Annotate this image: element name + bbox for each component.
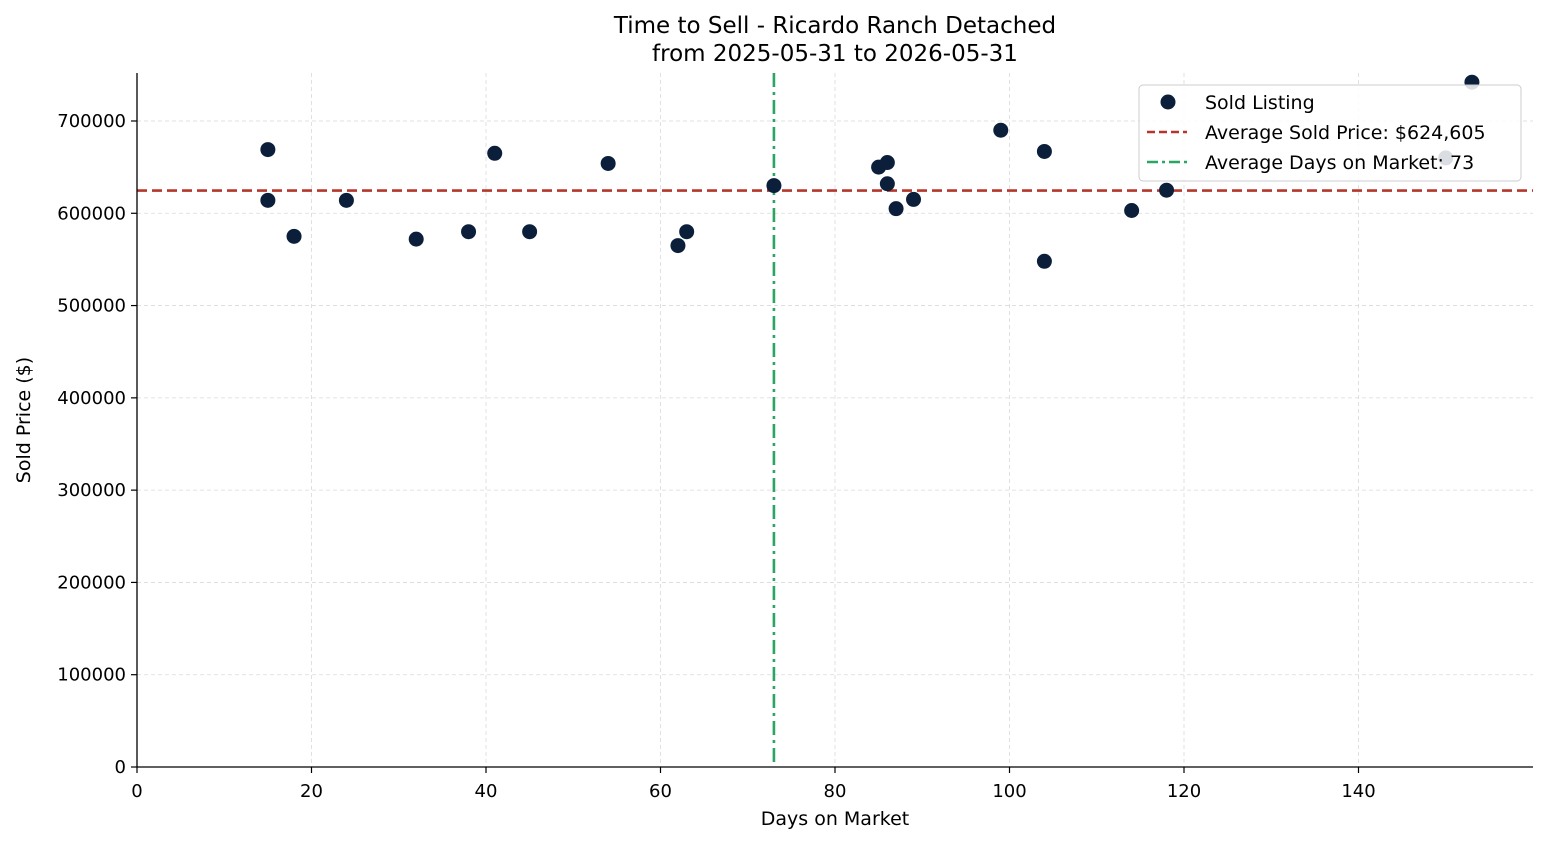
y-tick-label: 0: [115, 757, 126, 778]
legend-label-sold-listing: Sold Listing: [1205, 92, 1315, 114]
legend: Sold Listing Average Sold Price: $624,605…: [1138, 84, 1522, 182]
data-point: [1159, 182, 1175, 198]
data-point: [679, 224, 695, 240]
data-point: [1036, 143, 1052, 159]
data-point: [338, 192, 354, 208]
x-tick-label: 100: [992, 781, 1026, 802]
data-point: [461, 224, 477, 240]
legend-label-reference: Average Sold Price: $624,605: [1205, 122, 1486, 144]
data-point: [906, 191, 922, 207]
legend-marker-sold-listing: [1160, 94, 1176, 110]
tick-labels: 0 20 40 60 80 100 120 140 0 100000 200000 300000 400…: [57, 111, 1375, 802]
axes: [131, 73, 1533, 773]
x-axis-label: Days on Market: [761, 808, 909, 830]
data-point: [1124, 203, 1140, 219]
y-tick-label: 100000: [57, 665, 126, 686]
data-point: [260, 142, 276, 158]
data-point: [522, 224, 538, 240]
legend-label-reference: Average Days on Market: 73: [1205, 152, 1474, 174]
data-point: [670, 238, 686, 254]
data-point: [286, 228, 302, 244]
chart-subtitle: from 2025-05-31 to 2026-05-31: [652, 41, 1018, 67]
grid-layer: [137, 73, 1533, 767]
data-point: [1036, 253, 1052, 269]
x-tick-label: 60: [649, 781, 672, 802]
y-tick-label: 600000: [57, 203, 126, 224]
x-tick-label: 0: [131, 781, 142, 802]
data-point: [879, 155, 895, 171]
x-tick-label: 120: [1167, 781, 1201, 802]
legend-box: [1138, 84, 1522, 182]
data-point: [766, 178, 782, 194]
data-point: [879, 176, 895, 192]
y-tick-label: 700000: [57, 111, 126, 132]
data-point: [600, 155, 616, 171]
x-tick-label: 20: [300, 781, 323, 802]
y-tick-label: 400000: [57, 388, 126, 409]
y-tick-label: 200000: [57, 572, 126, 593]
chart-title: Time to Sell - Ricardo Ranch Detached: [613, 13, 1056, 39]
y-tick-label: 500000: [57, 296, 126, 317]
data-points: [260, 74, 1480, 269]
y-axis-label: Sold Price ($): [13, 357, 35, 483]
data-point: [487, 145, 503, 161]
data-point: [260, 192, 276, 208]
data-point: [408, 231, 424, 247]
x-tick-label: 140: [1341, 781, 1375, 802]
data-point: [888, 201, 904, 217]
y-tick-label: 300000: [57, 480, 126, 501]
x-tick-label: 80: [824, 781, 847, 802]
data-point: [993, 122, 1009, 138]
x-tick-label: 40: [475, 781, 498, 802]
